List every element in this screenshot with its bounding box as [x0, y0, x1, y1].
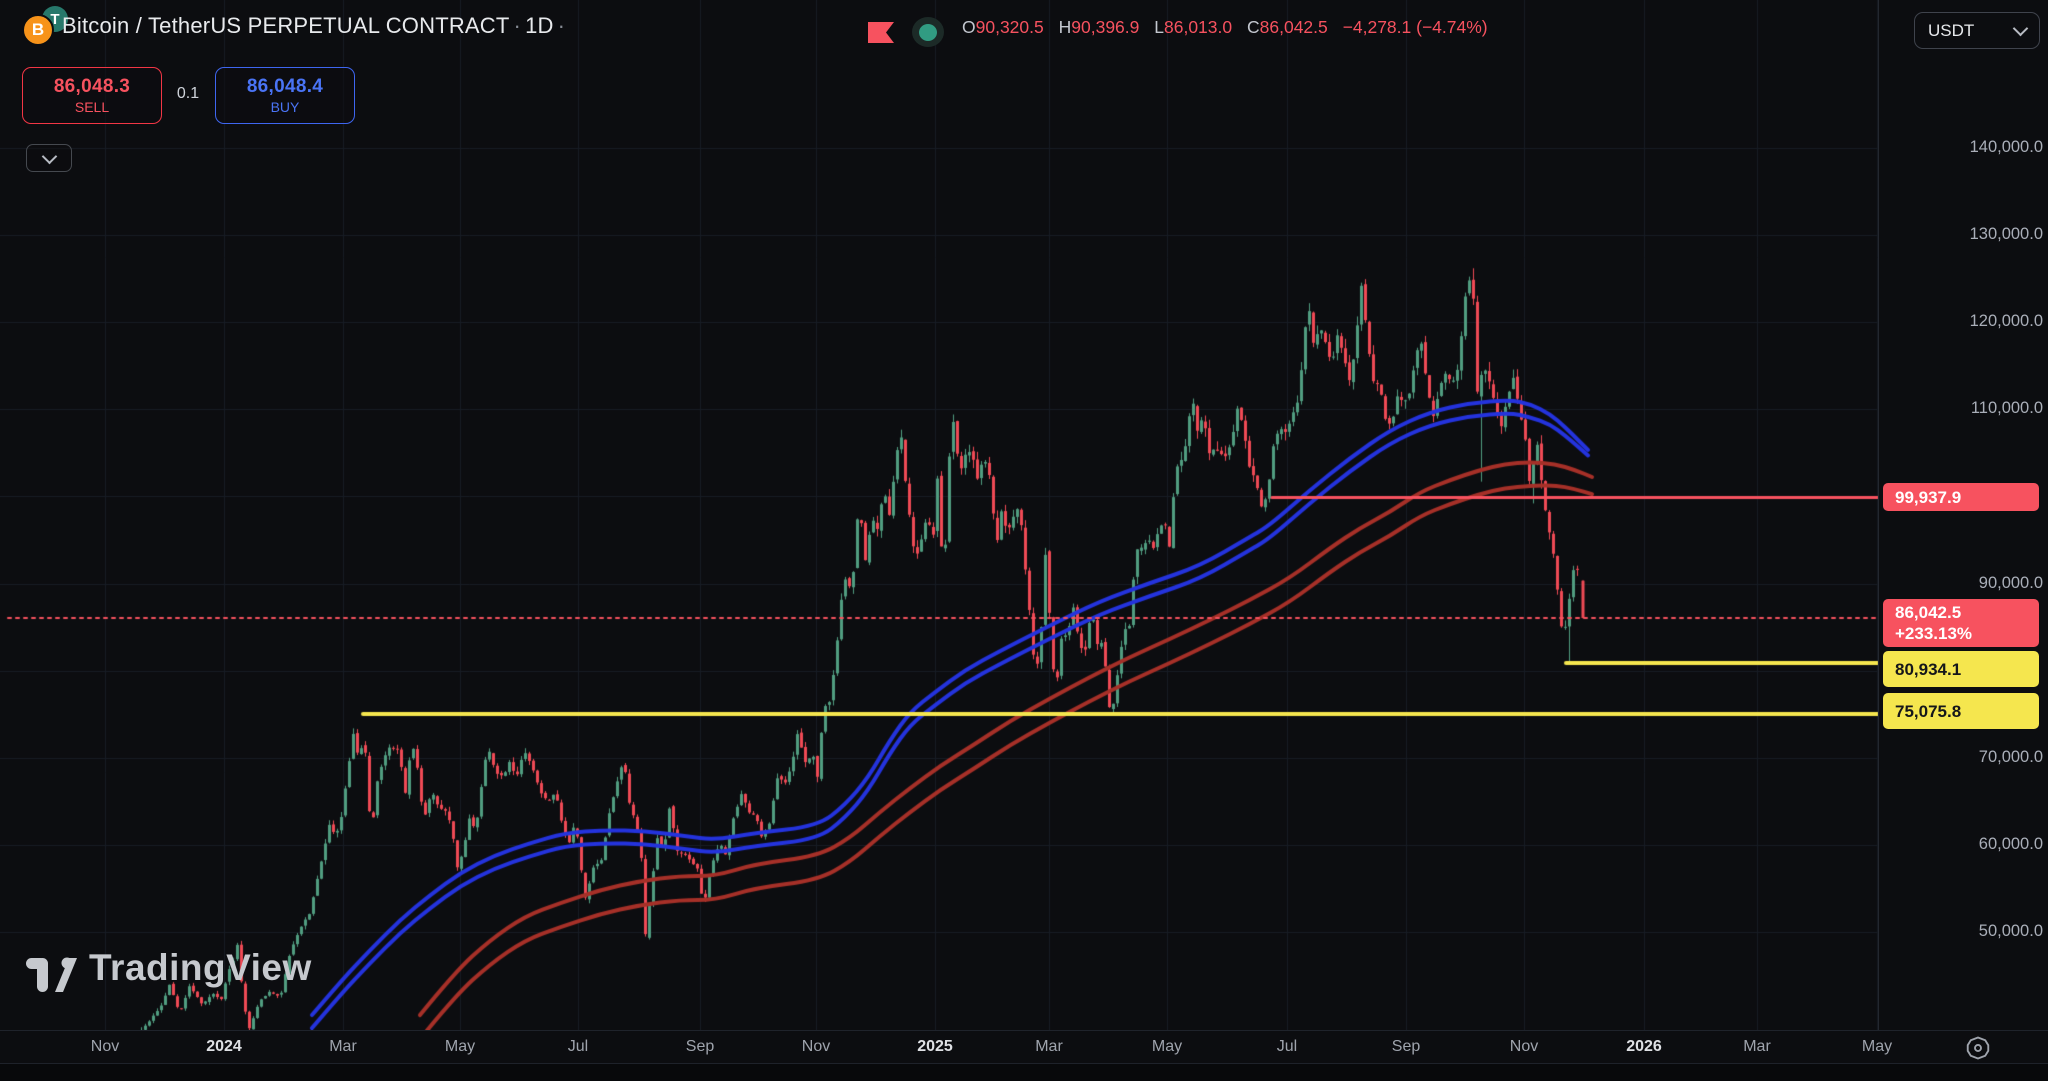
- chevron-down-icon: [2012, 20, 2029, 37]
- currency-value: USDT: [1928, 20, 1975, 40]
- price-tick-label: 50,000.0: [1978, 921, 2043, 940]
- watermark-text: TradingView: [89, 947, 312, 988]
- ohlc-readout: O90,320.5 H90,396.9 L86,013.0 C86,042.5 …: [962, 17, 1488, 37]
- tradingview-logo-icon: [26, 957, 77, 992]
- tradingview-watermark[interactable]: TradingView: [25, 944, 312, 992]
- open-value: 90,320.5: [975, 17, 1044, 37]
- price-level-badge: 80,934.1: [1883, 651, 2039, 687]
- buy-price: 86,048.4: [246, 76, 324, 97]
- sell-label: SELL: [74, 99, 110, 115]
- chart-legend-bar: T B Bitcoin / TetherUS PERPETUAL CONTRAC…: [0, 0, 2048, 48]
- price-tick-label: 90,000.0: [1978, 573, 2043, 592]
- price-tick-label: 140,000.0: [1969, 138, 2043, 157]
- time-scale[interactable]: Nov 2024 Mar May Jul Sep Nov 2025 Mar May Jul Sep No…: [0, 1030, 2048, 1064]
- time-axis-label: Sep: [685, 1038, 715, 1055]
- collapse-widget-button[interactable]: [26, 144, 72, 172]
- time-axis-label: Nov: [801, 1038, 831, 1055]
- price-level-badge: 86,042.5 +233.13%: [1883, 599, 2039, 647]
- close-value: 86,042.5: [1259, 17, 1328, 37]
- market-status-icon[interactable]: [912, 17, 944, 47]
- price-tick-label: 130,000.0: [1969, 225, 2043, 244]
- time-axis-label: Jul: [567, 1038, 589, 1055]
- price-tick-label: 60,000.0: [1978, 834, 2043, 853]
- currency-selector[interactable]: USDT: [1914, 12, 2040, 49]
- time-axis-label: May: [1861, 1038, 1893, 1055]
- chevron-down-icon: [41, 148, 57, 164]
- flag-marker-icon[interactable]: [868, 22, 894, 48]
- price-scale[interactable]: 140,000.0 130,000.0 120,000.0 110,000.0 90,0…: [1878, 0, 2048, 1062]
- bitcoin-coin-icon: B: [22, 14, 54, 46]
- price-tick-label: 110,000.0: [1970, 399, 2043, 418]
- time-axis-label: May: [444, 1038, 476, 1055]
- window-bottom-strip: [0, 1063, 2048, 1081]
- time-axis-label: 2026: [1626, 1038, 1662, 1055]
- time-axis-label: Nov: [1509, 1038, 1539, 1055]
- gear-icon[interactable]: [1964, 1034, 1992, 1062]
- time-axis-label: Nov: [90, 1038, 120, 1055]
- sell-button[interactable]: 86,048.3 SELL: [22, 67, 162, 124]
- buy-button[interactable]: 86,048.4 BUY: [215, 67, 355, 124]
- time-axis-label: 2024: [206, 1038, 242, 1055]
- time-axis-label: Sep: [1391, 1038, 1421, 1055]
- price-tick-label: 120,000.0: [1969, 312, 2043, 331]
- low-value: 86,013.0: [1164, 17, 1233, 37]
- interval-label: 1D: [525, 13, 554, 38]
- price-level-badge: 75,075.8: [1883, 693, 2039, 729]
- time-axis-label: Mar: [1035, 1038, 1063, 1055]
- change-value: −4,278.1 (−4.74%): [1342, 17, 1488, 37]
- symbol-title[interactable]: Bitcoin / TetherUS PERPETUAL CONTRACT · 1D…: [62, 13, 566, 38]
- time-axis-label: Mar: [1743, 1038, 1771, 1055]
- time-axis-label: 2025: [917, 1038, 953, 1055]
- price-level-badge: 99,937.9: [1883, 483, 2039, 511]
- time-axis-label: Jul: [1276, 1038, 1298, 1055]
- quantity-value[interactable]: 0.1: [176, 85, 200, 102]
- sell-price: 86,048.3: [53, 76, 131, 97]
- time-axis-label: May: [1151, 1038, 1183, 1055]
- symbol-icon-pair: T B: [22, 6, 68, 46]
- high-value: 90,396.9: [1071, 17, 1140, 37]
- buy-label: BUY: [270, 99, 300, 115]
- time-axis-label: Mar: [329, 1038, 357, 1055]
- price-tick-label: 70,000.0: [1978, 747, 2043, 766]
